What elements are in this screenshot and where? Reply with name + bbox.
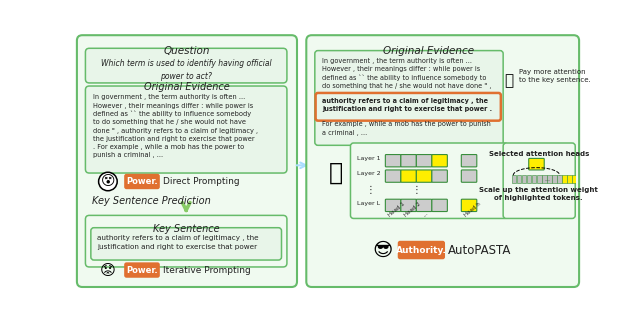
Text: 😵: 😵 xyxy=(100,174,115,189)
Text: Power.: Power. xyxy=(126,265,158,275)
Bar xyxy=(577,175,582,183)
FancyArrowPatch shape xyxy=(182,203,190,210)
Text: 🤖: 🤖 xyxy=(329,161,343,185)
FancyBboxPatch shape xyxy=(401,199,417,211)
FancyBboxPatch shape xyxy=(351,143,508,219)
FancyBboxPatch shape xyxy=(385,170,401,182)
FancyBboxPatch shape xyxy=(316,93,501,121)
FancyBboxPatch shape xyxy=(85,48,287,83)
Text: ⋮: ⋮ xyxy=(365,185,376,195)
Text: Authority.: Authority. xyxy=(396,246,447,255)
Text: Head 1: Head 1 xyxy=(388,201,406,218)
FancyBboxPatch shape xyxy=(385,199,401,211)
Text: Power.: Power. xyxy=(126,177,158,186)
Text: ...: ... xyxy=(422,211,429,218)
Text: Key Sentence Prediction: Key Sentence Prediction xyxy=(92,196,211,206)
FancyBboxPatch shape xyxy=(529,159,544,170)
Bar xyxy=(542,175,547,183)
FancyBboxPatch shape xyxy=(503,143,575,219)
Bar xyxy=(562,175,566,183)
FancyBboxPatch shape xyxy=(461,154,477,167)
Text: authority refers to a claim of legitimacy , the
justification and right to exerc: authority refers to a claim of legitimac… xyxy=(97,235,259,250)
Text: Key Sentence: Key Sentence xyxy=(153,224,220,234)
FancyBboxPatch shape xyxy=(85,215,287,267)
Text: AutoPASTA: AutoPASTA xyxy=(448,243,511,256)
FancyBboxPatch shape xyxy=(397,241,445,259)
Text: Original Evidence: Original Evidence xyxy=(144,82,230,92)
FancyBboxPatch shape xyxy=(77,35,297,287)
FancyBboxPatch shape xyxy=(461,199,477,211)
Text: For example , while a mob has the power to punish
a criminal , ...: For example , while a mob has the power … xyxy=(322,122,490,136)
FancyBboxPatch shape xyxy=(124,262,160,278)
FancyArrowPatch shape xyxy=(297,163,306,168)
Text: Head h: Head h xyxy=(463,201,482,218)
FancyBboxPatch shape xyxy=(417,154,432,167)
FancyBboxPatch shape xyxy=(432,170,447,182)
Bar xyxy=(547,175,552,183)
Bar xyxy=(516,175,522,183)
Text: In government , the term authority is often ...
However , their meanings differ : In government , the term authority is of… xyxy=(322,58,491,89)
Bar xyxy=(567,175,572,183)
FancyBboxPatch shape xyxy=(417,170,432,182)
FancyBboxPatch shape xyxy=(432,154,447,167)
Text: 😟: 😟 xyxy=(100,263,116,278)
FancyBboxPatch shape xyxy=(461,170,477,182)
Bar xyxy=(527,175,531,183)
Text: ⋮: ⋮ xyxy=(412,185,421,195)
FancyBboxPatch shape xyxy=(124,174,160,189)
FancyBboxPatch shape xyxy=(307,35,579,287)
Bar xyxy=(552,175,557,183)
Bar xyxy=(511,175,516,183)
Text: Iterative Prompting: Iterative Prompting xyxy=(163,265,251,275)
Bar xyxy=(572,175,577,183)
Bar xyxy=(532,175,536,183)
Text: Original Evidence: Original Evidence xyxy=(383,46,474,56)
Text: In government , the term authority is often ...
However , their meanings differ : In government , the term authority is of… xyxy=(93,94,258,158)
Text: Question: Question xyxy=(164,46,210,56)
Text: Layer 1: Layer 1 xyxy=(356,156,380,161)
Text: Head 2: Head 2 xyxy=(403,201,422,218)
Text: Scale up the attention weight
of highlighted tokens.: Scale up the attention weight of highlig… xyxy=(479,187,598,201)
FancyBboxPatch shape xyxy=(432,199,447,211)
FancyBboxPatch shape xyxy=(85,86,287,173)
FancyBboxPatch shape xyxy=(91,228,282,260)
Text: Layer L: Layer L xyxy=(356,201,380,206)
Text: Pay more attention
to the key sentence.: Pay more attention to the key sentence. xyxy=(520,69,591,83)
Bar xyxy=(537,175,541,183)
FancyBboxPatch shape xyxy=(385,154,401,167)
Text: Selected attention heads: Selected attention heads xyxy=(488,151,589,157)
FancyBboxPatch shape xyxy=(315,51,503,145)
Bar xyxy=(557,175,562,183)
Text: 🤔: 🤔 xyxy=(504,73,513,88)
FancyBboxPatch shape xyxy=(417,199,432,211)
FancyBboxPatch shape xyxy=(401,154,417,167)
Circle shape xyxy=(99,172,117,191)
Text: ...: ... xyxy=(544,177,550,182)
Text: authority refers to a claim of legitimacy , the
justification and right to exerc: authority refers to a claim of legitimac… xyxy=(322,98,492,112)
Text: Direct Prompting: Direct Prompting xyxy=(163,177,239,186)
Text: Layer 2: Layer 2 xyxy=(356,172,380,176)
Bar xyxy=(522,175,526,183)
FancyBboxPatch shape xyxy=(401,170,417,182)
Text: 😎: 😎 xyxy=(372,241,392,260)
Text: Which term is used to identify having official
power to act?: Which term is used to identify having of… xyxy=(101,59,271,81)
